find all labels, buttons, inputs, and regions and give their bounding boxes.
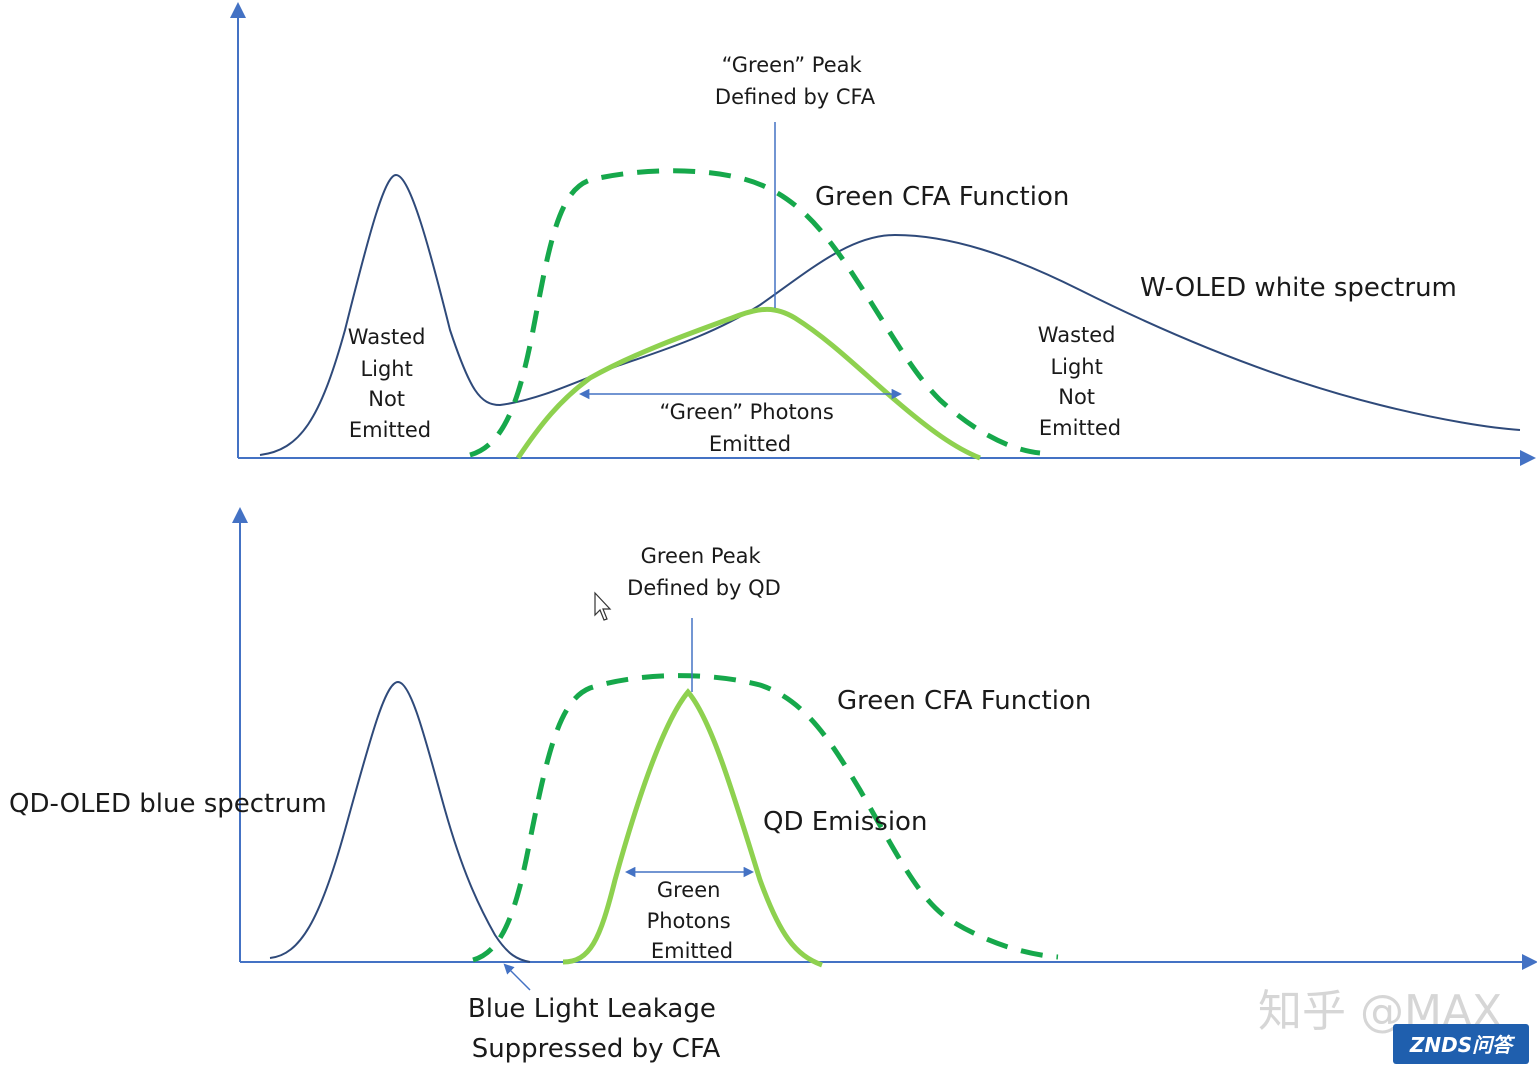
top-cfa-label: Green CFA Function: [815, 182, 1069, 212]
bottom-qd-emission-curve: [562, 688, 823, 968]
mouse-cursor-icon: [594, 591, 612, 621]
watermark-badge: [1393, 1024, 1529, 1064]
bottom-leakage-pointer: [503, 963, 531, 991]
top-peak-label: “Green” Peak Defined by CFA: [715, 53, 876, 109]
bottom-spectrum-label: QD-OLED blue spectrum: [9, 789, 327, 819]
top-wasted-left-label: Wasted Light Not Emitted: [348, 325, 432, 442]
top-spectrum-label: W-OLED white spectrum: [1140, 273, 1457, 303]
bottom-panel: Green Peak Defined by QD Green CFA Funct…: [9, 507, 1537, 1064]
bottom-cfa-dashed-curve: [472, 673, 1059, 963]
bottom-emission-label: QD Emission: [763, 807, 927, 837]
watermark: 知乎 @MAX ZNDS问答: [1258, 986, 1529, 1064]
top-cfa-dashed-curve: [469, 168, 1041, 458]
bottom-cfa-label: Green CFA Function: [837, 686, 1091, 716]
top-white-spectrum-curve: [259, 173, 1521, 456]
bottom-blue-spectrum-curve: [269, 680, 531, 963]
watermark-badge-text: ZNDS问答: [1409, 1033, 1516, 1057]
bottom-peak-label: Green Peak Defined by QD: [627, 544, 781, 600]
top-green-emission-curve: [515, 306, 981, 461]
bottom-photons-label: Green Photons Emitted: [647, 878, 738, 963]
top-panel: “Green” Peak Defined by CFA Green CFA Fu…: [230, 2, 1536, 466]
top-wasted-right-label: Wasted Light Not Emitted: [1038, 323, 1122, 440]
top-photons-label: “Green” Photons Emitted: [660, 400, 841, 456]
bottom-leakage-label: Blue Light Leakage Suppressed by CFA: [468, 994, 724, 1064]
